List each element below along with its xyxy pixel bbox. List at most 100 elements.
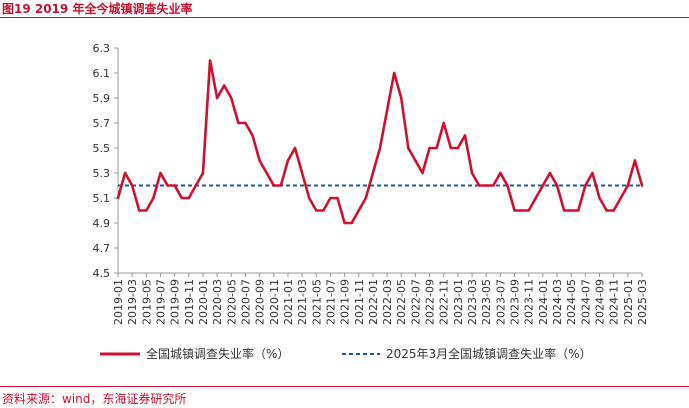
legend-label-reference: 2025年3月全国城镇调查失业率（%） [386,346,592,361]
data-point [194,184,198,187]
x-tick-label: 2021-01 [282,279,295,325]
data-point [435,146,438,150]
data-point [208,59,212,62]
data-point [626,184,630,187]
x-tick-label: 2019-05 [140,279,153,325]
data-point [371,171,375,175]
x-tick-label: 2023-09 [509,279,522,325]
data-point [548,171,552,175]
x-tick-label: 2021-03 [296,279,309,325]
x-tick-label: 2024-03 [551,279,564,325]
y-tick-label: 6.3 [93,42,111,55]
data-point [470,171,474,175]
x-tick-label: 2021-11 [353,279,366,325]
y-tick-label: 6.1 [93,67,111,80]
data-point [428,146,431,150]
data-point [230,96,233,100]
data-point [279,184,283,187]
chart-title: 图19 2019 年全今城镇调查失业率 [2,2,193,16]
data-point [300,171,304,175]
data-point [378,146,382,150]
data-point [456,146,460,150]
data-point [640,184,644,187]
data-point [215,96,219,100]
x-tick-label: 2021-07 [324,279,337,325]
x-tick-label: 2021-09 [339,279,352,325]
data-point [173,184,176,187]
plot-area [116,59,644,225]
data-point [449,146,453,150]
x-tick-label: 2019-09 [169,279,182,325]
y-tick-label: 5.7 [93,117,111,130]
data-point [534,196,537,200]
x-tick-label: 2024-07 [579,279,592,325]
data-point [180,196,183,200]
data-point [251,134,254,137]
x-tick-label: 2023-03 [466,279,479,325]
data-point [385,109,389,112]
y-tick-label: 5.3 [93,167,111,180]
data-point [400,96,403,100]
line-chart: 6.36.15.95.75.55.35.14.94.74.5 2019-01 20… [93,42,650,361]
x-tick-label: 2023-05 [480,279,493,325]
source-divider [0,386,689,387]
data-point [315,209,318,212]
x-tick-label: 2024-11 [608,279,621,325]
y-tick-label: 5.1 [93,192,111,205]
data-point [286,159,290,162]
data-point [477,184,481,187]
data-point [343,221,346,225]
data-point [463,134,467,137]
data-point [577,209,580,212]
data-point [513,209,516,212]
data-point [159,171,162,175]
data-point [223,84,226,87]
x-axis: 2019-01 2019-03 2019-05 2019-07 2019-09 2019-… [112,272,649,325]
x-tick-label: 2019-01 [112,279,125,325]
data-point [130,184,134,187]
x-tick-label: 2022-07 [409,279,422,325]
data-point [555,184,559,187]
data-point [392,71,396,75]
data-point [442,121,445,125]
legend: 全国城镇调查失业率（%） 2025年3月全国城镇调查失业率（%） [100,346,592,361]
y-tick-label: 4.9 [93,217,111,230]
data-point [244,121,247,125]
data-point [407,146,410,150]
x-tick-label: 2024-09 [594,279,607,325]
data-point [357,209,360,212]
x-tick-label: 2023-01 [452,279,465,325]
y-tick-label: 5.5 [93,142,111,155]
data-point [322,209,325,212]
x-tick-label: 2019-03 [126,279,139,325]
series-line-unemployment [116,59,644,225]
data-point [499,171,502,175]
x-tick-label: 2020-03 [211,279,224,325]
x-tick-label: 2023-11 [523,279,536,325]
x-tick-label: 2025-01 [622,279,635,325]
data-point [138,209,141,212]
data-point [307,196,311,200]
x-tick-label: 2022-05 [395,279,408,325]
x-tick-label: 2020-01 [197,279,210,325]
x-tick-label: 2022-11 [438,279,451,325]
data-point [584,184,587,187]
x-tick-label: 2019-07 [154,279,167,325]
source-note: 资料来源：wind，东海证券研究所 [2,392,187,406]
y-tick-label: 4.5 [93,267,111,280]
data-point [293,146,297,150]
data-point [605,209,608,212]
data-point [619,196,622,200]
x-tick-label: 2020-09 [254,279,267,325]
data-point [598,196,601,200]
data-point [187,196,191,200]
data-point [116,196,120,200]
data-point [166,184,169,187]
x-tick-label: 2019-11 [183,279,196,325]
data-point [329,196,332,200]
x-tick-label: 2020-07 [239,279,252,325]
x-tick-label: 2022-01 [367,279,380,325]
data-point [421,171,424,175]
x-tick-label: 2021-05 [310,279,323,325]
data-point [258,159,261,162]
